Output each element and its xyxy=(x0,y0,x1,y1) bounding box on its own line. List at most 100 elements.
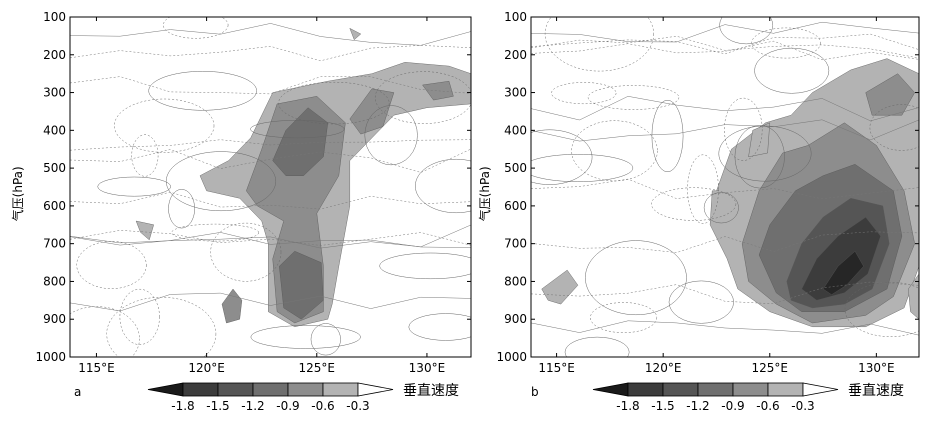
colorbar-swatch xyxy=(252,382,289,397)
contour-line xyxy=(724,97,763,161)
contour-line xyxy=(754,47,830,94)
contour-line xyxy=(379,252,471,280)
contour-line xyxy=(114,98,215,153)
contour-line xyxy=(531,231,919,253)
colorbar-swatch xyxy=(217,382,254,397)
colorbar-title: 垂直速度 xyxy=(403,382,459,399)
colorbar-swatch xyxy=(287,382,324,397)
contour-line xyxy=(278,81,390,125)
y-tick-label: 500 xyxy=(504,161,527,175)
shaded-regions xyxy=(135,27,471,328)
colorbar-end-arrow xyxy=(802,382,839,397)
shaded-region-3 xyxy=(279,250,324,320)
contour-line xyxy=(163,17,229,39)
y-tick-label: 800 xyxy=(504,274,527,288)
contour-line xyxy=(70,224,471,249)
contour-line xyxy=(70,139,471,151)
y-tick-label: 900 xyxy=(43,312,66,326)
panel-label: a xyxy=(74,385,81,399)
shaded-region-7 xyxy=(135,220,154,241)
contour-line xyxy=(719,17,774,45)
colorbar-tick-label: -0.9 xyxy=(721,399,744,413)
plot-frame xyxy=(530,16,920,358)
contour-line xyxy=(571,120,658,182)
contour-line xyxy=(250,120,345,139)
shaded-region-5 xyxy=(422,80,454,101)
x-axis: 115°E 120°E 125°E 130°E xyxy=(78,17,445,375)
colorbar-end-arrow xyxy=(147,382,184,397)
y-tick-label: 200 xyxy=(504,48,527,62)
shaded-region-4 xyxy=(801,216,881,301)
y-tick-label: 300 xyxy=(504,86,527,100)
x-tick-label: 130°E xyxy=(409,361,446,375)
colorbar-end-arrow xyxy=(592,382,629,397)
contour-line xyxy=(531,154,634,182)
contour-line xyxy=(531,178,919,200)
contour-line xyxy=(70,292,471,312)
shaded-region-2 xyxy=(272,107,329,176)
colorbar-tick-label: -1.5 xyxy=(651,399,674,413)
x-tick-label: 120°E xyxy=(645,361,682,375)
colorbar: -1.8 -1.5 -1.2 -0.9 -0.6 -0.3 xyxy=(592,382,839,413)
colorbar-end-arrow xyxy=(357,382,394,397)
contour-line xyxy=(168,189,195,229)
contour-line xyxy=(70,191,471,210)
shaded-region-5 xyxy=(822,250,864,295)
contour-line xyxy=(531,35,919,59)
colorbar-tick-label: -0.3 xyxy=(346,399,369,413)
shaded-regions xyxy=(541,58,919,327)
chart-svg-b: 100 200 300 400 500 600 700 800 900 1000 115°E 120… xyxy=(477,10,920,413)
contour-line xyxy=(587,85,680,110)
x-tick-label: 120°E xyxy=(188,361,225,375)
colorbar-swatch xyxy=(322,382,359,397)
contour-line xyxy=(564,336,630,357)
colorbar-tick-label: -0.6 xyxy=(311,399,334,413)
colorbar-tick-label: -1.8 xyxy=(171,399,194,413)
contour-line xyxy=(687,154,719,224)
contour-line xyxy=(531,281,919,305)
y-axis: 100 200 300 400 500 600 700 800 900 1000 xyxy=(35,10,471,364)
contour-lines xyxy=(531,17,919,357)
contour-line xyxy=(531,96,919,122)
colorbar-tick-label: -1.2 xyxy=(241,399,264,413)
contour-line xyxy=(551,82,617,105)
contour-line xyxy=(585,240,687,316)
y-tick-label: 700 xyxy=(504,237,527,251)
y-tick-label: 1000 xyxy=(35,350,66,364)
contour-line xyxy=(531,21,919,43)
contour-line xyxy=(148,71,257,111)
contour-lines xyxy=(70,17,471,357)
contour-line xyxy=(531,40,919,61)
shaded-region-8 xyxy=(541,269,579,305)
contour-line xyxy=(70,23,471,46)
colorbar-tick-label: -0.9 xyxy=(276,399,299,413)
contour-line xyxy=(119,288,160,345)
contour-line xyxy=(165,151,277,212)
y-tick-label: 100 xyxy=(504,10,527,24)
y-axis-label: 气压(hPa) xyxy=(477,166,492,221)
shaded-region-7 xyxy=(748,122,771,158)
x-tick-label: 125°E xyxy=(752,361,789,375)
contour-line xyxy=(76,241,147,289)
contour-line xyxy=(70,232,471,248)
y-tick-label: 900 xyxy=(504,312,527,326)
y-tick-label: 600 xyxy=(43,199,66,213)
plot-frame xyxy=(69,16,472,358)
shaded-region-4 xyxy=(349,88,395,135)
contour-line xyxy=(718,125,812,182)
contour-line xyxy=(668,280,734,324)
contour-line xyxy=(106,296,217,357)
panel-label: b xyxy=(531,385,539,399)
y-tick-label: 500 xyxy=(43,161,66,175)
y-tick-label: 300 xyxy=(43,86,66,100)
shaded-region-8 xyxy=(349,27,362,41)
colorbar-tick-label: -0.6 xyxy=(756,399,779,413)
contour-line xyxy=(590,302,658,333)
contour-line xyxy=(171,223,259,242)
y-tick-label: 200 xyxy=(43,48,66,62)
colorbar: -1.8 -1.5 -1.2 -0.9 -0.6 -0.3 xyxy=(147,382,394,413)
y-tick-label: 100 xyxy=(43,10,66,24)
colorbar-title: 垂直速度 xyxy=(848,382,904,399)
y-tick-label: 400 xyxy=(504,123,527,137)
y-tick-label: 400 xyxy=(43,123,66,137)
